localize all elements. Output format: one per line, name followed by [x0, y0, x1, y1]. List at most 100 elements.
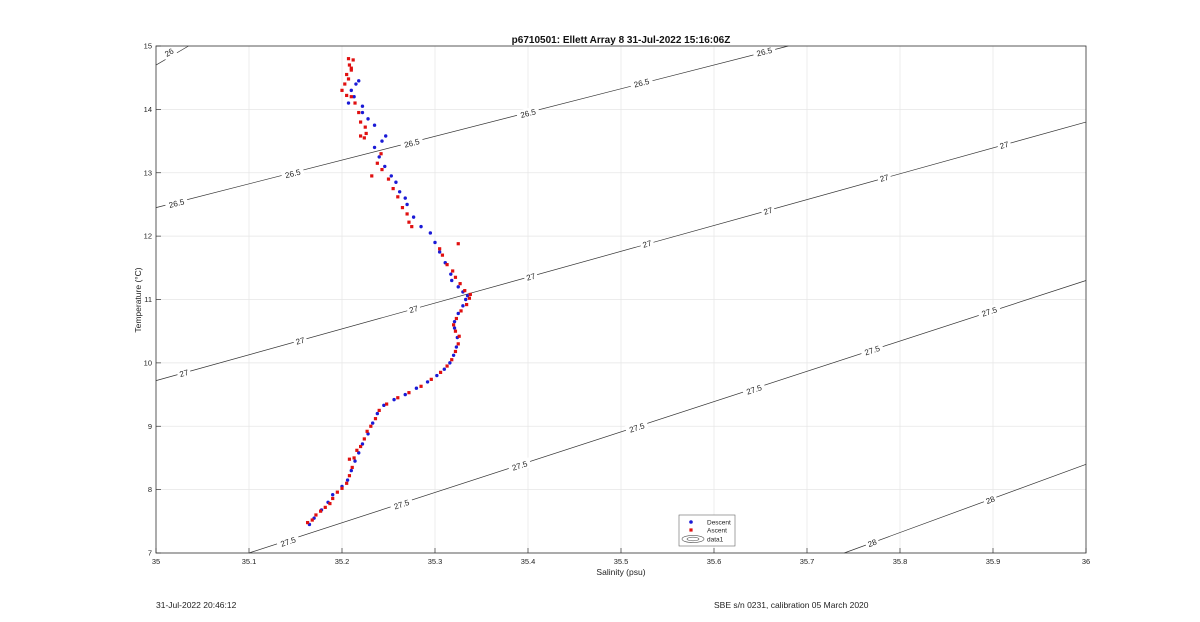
legend-data1-label: data1 — [707, 537, 724, 544]
isopycnal-line — [248, 280, 1087, 554]
contour-label-bg — [275, 533, 301, 550]
y-tick-label: 11 — [144, 295, 152, 304]
ascent-point — [349, 66, 353, 70]
ascent-point — [369, 424, 373, 428]
descent-point — [346, 101, 351, 105]
ascent-point — [463, 289, 467, 293]
ascent-point — [445, 364, 449, 368]
ascent-point — [347, 457, 352, 461]
ascent-point — [440, 253, 445, 257]
contour-label-bg — [629, 75, 654, 91]
descent-point — [331, 492, 335, 497]
contour-label: 27 — [879, 173, 891, 184]
x-tick-label: 35.1 — [242, 557, 257, 566]
axis-ticks: 35 35.1 35.2 35.3 35.4 35.5 35.6 35.7 35.8 35.9 36… — [144, 42, 1091, 567]
data-series — [305, 57, 472, 527]
ascent-point — [451, 269, 455, 273]
descent-point — [437, 250, 442, 254]
ascent-point — [453, 275, 458, 279]
ascent-point — [359, 444, 363, 449]
descent-point — [449, 272, 453, 276]
x-tick-label: 36 — [1082, 557, 1090, 566]
descent-point — [357, 451, 361, 455]
ascent-point — [370, 174, 374, 178]
ascent-point — [459, 309, 463, 313]
descent-point — [370, 421, 375, 425]
descent-point — [354, 82, 358, 86]
ascent-point — [429, 377, 433, 381]
footer-timestamp: 31-Jul-2022 20:46:12 — [156, 600, 237, 610]
ascent-point — [343, 82, 347, 86]
descent-point — [357, 79, 361, 83]
descent-point — [403, 392, 407, 397]
ascent-point — [386, 177, 391, 181]
legend: Descent Ascent data1 — [678, 514, 736, 547]
ascent-point — [452, 323, 456, 327]
descent-point — [419, 224, 423, 229]
x-tick-label: 35.7 — [800, 557, 815, 566]
ascent-point — [350, 465, 354, 470]
contour-label-bg — [859, 341, 885, 359]
descent-point — [360, 104, 365, 108]
ascent-point — [345, 481, 349, 485]
contour-label-bg — [176, 366, 192, 380]
ascent-point — [328, 501, 332, 506]
ascent-point — [345, 93, 349, 98]
ascent-point — [340, 88, 344, 92]
ascent-point — [345, 72, 349, 77]
contour-label: 26.5 — [519, 107, 537, 120]
contour-label-bg — [876, 171, 892, 185]
descent-point — [442, 367, 446, 371]
isopycnal-line — [155, 121, 1087, 381]
descent-point — [433, 240, 437, 245]
ascent-point — [396, 396, 400, 400]
ascent-point — [453, 349, 458, 354]
descent-point — [456, 285, 460, 289]
descent-point — [463, 297, 468, 302]
contour-label-bg — [639, 237, 655, 251]
legend-box — [678, 514, 736, 547]
contour-label-bg — [996, 138, 1012, 152]
y-tick-label: 8 — [148, 485, 152, 494]
contour-label-bg — [864, 535, 881, 550]
ascent-point — [349, 95, 353, 99]
contour-label-bg — [164, 195, 189, 211]
ascent-point — [352, 456, 356, 460]
descent-point — [411, 215, 416, 219]
ascent-point — [349, 68, 353, 72]
ascent-point — [347, 474, 352, 478]
ascent-point — [453, 329, 458, 333]
contour-label: 27 — [642, 239, 654, 250]
contour-label: 27 — [295, 336, 307, 347]
ascent-point — [410, 225, 414, 229]
ascent-point — [457, 334, 461, 338]
descent-point — [372, 123, 377, 127]
descent-point — [435, 373, 439, 378]
y-tick-label: 14 — [144, 105, 152, 114]
descent-point — [452, 319, 457, 324]
ascent-point — [456, 242, 460, 246]
ascent-point — [400, 206, 405, 210]
contour-label-bg — [292, 334, 308, 348]
contour-label: 26.5 — [403, 137, 421, 150]
ascent-point — [362, 136, 366, 140]
ascent-point — [365, 429, 369, 433]
descent-point — [372, 145, 377, 150]
descent-point — [403, 196, 407, 200]
y-tick-label: 10 — [144, 358, 152, 367]
ascent-point — [314, 513, 318, 517]
contour-label: 27 — [763, 206, 775, 217]
contour-label: 27 — [525, 271, 537, 282]
descent-point — [380, 139, 384, 143]
contour-label: 26.5 — [284, 167, 302, 180]
ascent-point — [377, 408, 381, 413]
descent-point — [366, 432, 370, 436]
descent-point — [450, 278, 454, 283]
descent-point — [397, 190, 402, 194]
ascent-point — [323, 505, 327, 509]
ascent-point — [450, 358, 454, 362]
contour-label: 26.5 — [756, 46, 774, 59]
ascent-point — [465, 302, 469, 307]
ascent-point — [380, 167, 384, 172]
ascent-point — [445, 263, 449, 267]
